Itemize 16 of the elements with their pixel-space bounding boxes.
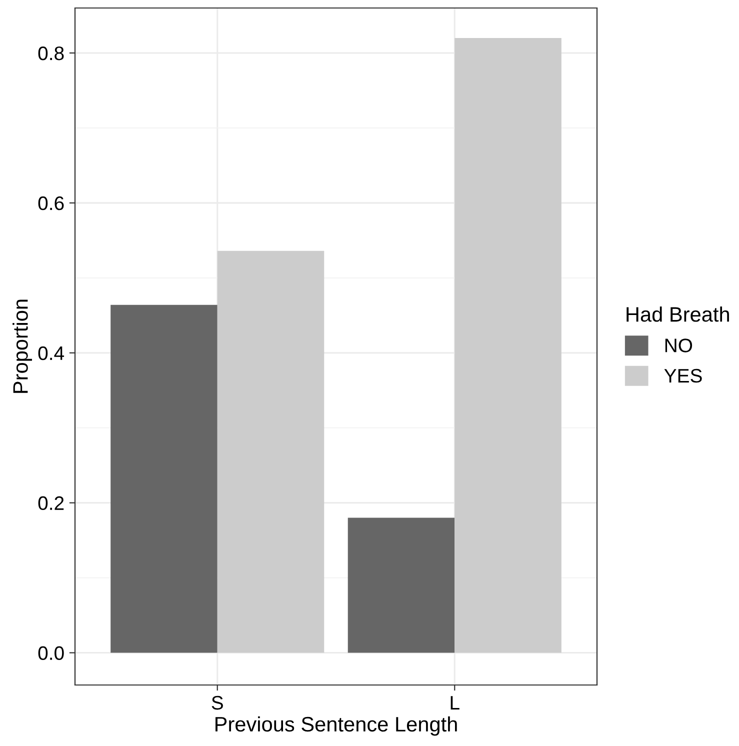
bar — [454, 38, 562, 653]
y-tick-label: 0.6 — [38, 196, 64, 210]
legend-title: Had Breath — [626, 306, 729, 322]
x-tick-label: S — [212, 696, 223, 710]
bar — [217, 250, 324, 653]
x-tick-label: L — [450, 696, 460, 710]
bar — [348, 518, 455, 653]
y-tick-label: 0.4 — [38, 346, 64, 360]
y-tick-label: 0.8 — [38, 46, 64, 60]
x-axis-title: Previous Sentence Length — [216, 716, 457, 736]
y-axis-title: Proportion — [12, 300, 32, 393]
legend-label: YES — [664, 368, 702, 383]
y-tick-label: 0.2 — [38, 496, 64, 510]
legend-label: NO — [665, 338, 692, 352]
y-tick-label: 0.0 — [38, 646, 64, 660]
bar — [110, 304, 218, 653]
